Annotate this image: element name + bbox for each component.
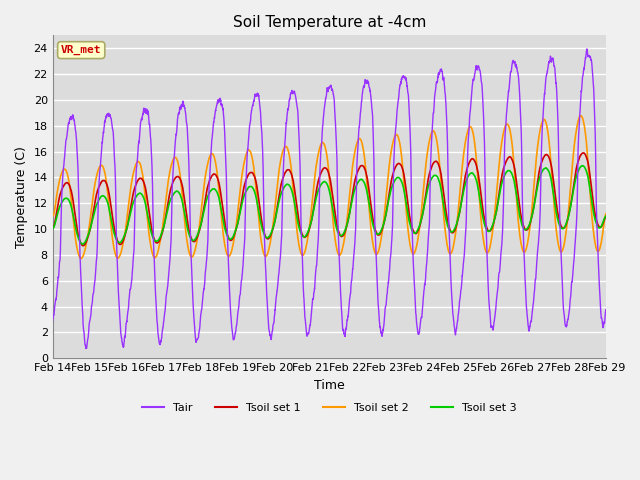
Tsoil set 2 <box>112 253 120 259</box>
Legend: Tair, Tsoil set 1, Tsoil set 2, Tsoil set 3: Tair, Tsoil set 1, Tsoil set 2, Tsoil se… <box>138 398 521 417</box>
Tsoil set 2 <box>261 253 269 259</box>
Tsoil set 1 <box>112 233 120 239</box>
Text: VR_met: VR_met <box>61 45 102 55</box>
Tsoil set 3 <box>602 213 610 219</box>
Tsoil set 3 <box>49 226 56 231</box>
Tsoil set 1 <box>592 215 600 220</box>
Tair <box>83 346 90 351</box>
Tsoil set 2 <box>532 159 540 165</box>
Tsoil set 1 <box>285 167 293 173</box>
Tsoil set 3 <box>145 218 153 224</box>
Line: Tair: Tair <box>52 49 606 348</box>
Line: Tsoil set 1: Tsoil set 1 <box>52 153 606 246</box>
Tair <box>602 307 610 312</box>
Line: Tsoil set 2: Tsoil set 2 <box>52 116 606 259</box>
Tsoil set 3 <box>532 192 540 198</box>
Tair <box>592 165 600 171</box>
Tsoil set 2 <box>285 152 293 157</box>
Tsoil set 1 <box>602 214 610 219</box>
Tsoil set 3 <box>261 233 269 239</box>
Tair <box>145 117 153 122</box>
Tsoil set 2 <box>592 244 600 250</box>
Tsoil set 2 <box>77 256 84 262</box>
Tsoil set 3 <box>579 163 587 168</box>
Tair <box>49 318 56 324</box>
Tsoil set 1 <box>79 243 87 249</box>
Line: Tsoil set 3: Tsoil set 3 <box>52 166 606 244</box>
Tair <box>583 46 591 52</box>
Tsoil set 1 <box>49 225 56 231</box>
Tsoil set 2 <box>145 230 153 236</box>
Tair <box>261 255 269 261</box>
Tsoil set 3 <box>79 241 86 247</box>
Tsoil set 1 <box>261 233 269 239</box>
Tair <box>532 272 540 278</box>
X-axis label: Time: Time <box>314 379 345 392</box>
Tair <box>112 212 120 218</box>
Tsoil set 3 <box>592 219 600 225</box>
Y-axis label: Temperature (C): Temperature (C) <box>15 146 28 248</box>
Tsoil set 2 <box>49 213 56 219</box>
Tsoil set 2 <box>577 113 585 119</box>
Tsoil set 3 <box>285 182 293 188</box>
Title: Soil Temperature at -4cm: Soil Temperature at -4cm <box>233 15 426 30</box>
Tsoil set 1 <box>579 150 587 156</box>
Tsoil set 1 <box>532 190 540 195</box>
Tsoil set 2 <box>602 210 610 216</box>
Tsoil set 1 <box>145 207 153 213</box>
Tsoil set 3 <box>112 236 120 241</box>
Tair <box>285 97 293 103</box>
